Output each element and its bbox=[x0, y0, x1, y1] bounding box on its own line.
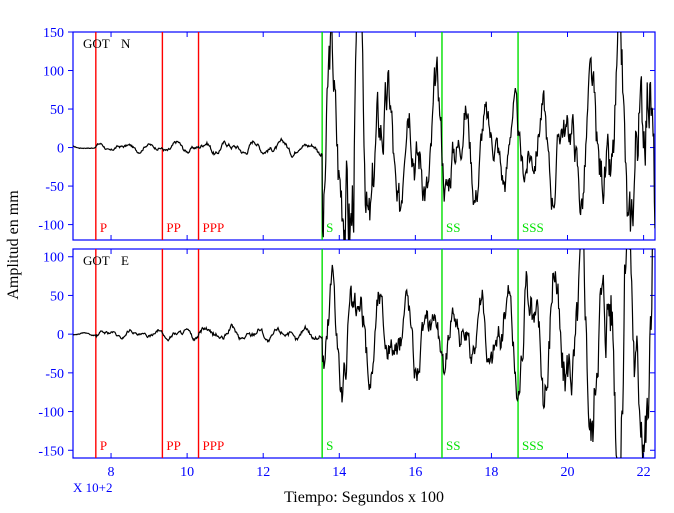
x-tick-label: 14 bbox=[332, 465, 346, 480]
figure-svg: -100-50050100150PPPPPPSSSSSSGOTN-150-100… bbox=[0, 0, 674, 508]
phase-label: PP bbox=[166, 220, 180, 235]
x-tick-label: 20 bbox=[561, 465, 575, 480]
y-tick-label: 150 bbox=[43, 26, 64, 41]
y-tick-label: -100 bbox=[38, 406, 64, 421]
x-scale-note: X 10+2 bbox=[73, 480, 112, 495]
x-tick-label: 18 bbox=[484, 465, 498, 480]
plot-frame bbox=[73, 249, 655, 458]
seismogram-figure: -100-50050100150PPPPPPSSSSSSGOTN-150-100… bbox=[0, 0, 674, 508]
y-tick-label: -100 bbox=[38, 219, 64, 234]
y-tick-label: -50 bbox=[45, 180, 64, 195]
y-tick-label: 100 bbox=[43, 65, 64, 80]
phase-label: PPP bbox=[203, 220, 225, 235]
y-tick-label: 100 bbox=[43, 251, 64, 266]
phase-label: S bbox=[326, 438, 333, 453]
x-tick-label: 22 bbox=[637, 465, 651, 480]
phase-label: SSS bbox=[522, 438, 544, 453]
x-tick-label: 8 bbox=[108, 465, 115, 480]
y-tick-label: 0 bbox=[57, 142, 64, 157]
phase-label: P bbox=[100, 438, 107, 453]
phase-label: PPP bbox=[203, 438, 225, 453]
y-tick-label: 50 bbox=[50, 103, 64, 118]
phase-label: SS bbox=[446, 438, 460, 453]
y-axis-label: Amplitud en mm bbox=[5, 190, 22, 300]
component-label: E bbox=[121, 253, 129, 268]
phase-label: PP bbox=[166, 438, 180, 453]
station-label: GOT bbox=[83, 36, 110, 51]
phase-label: P bbox=[100, 220, 107, 235]
y-tick-label: 50 bbox=[50, 289, 64, 304]
y-tick-label: 0 bbox=[57, 328, 64, 343]
x-tick-label: 10 bbox=[180, 465, 194, 480]
station-label: GOT bbox=[83, 253, 110, 268]
phase-label: SSS bbox=[522, 220, 544, 235]
component-label: N bbox=[121, 36, 131, 51]
phase-label: S bbox=[326, 220, 333, 235]
x-tick-label: 12 bbox=[256, 465, 270, 480]
y-tick-label: -150 bbox=[38, 444, 64, 459]
x-tick-label: 16 bbox=[408, 465, 422, 480]
phase-label: SS bbox=[446, 220, 460, 235]
y-tick-label: -50 bbox=[45, 367, 64, 382]
x-axis-label: Tiempo: Segundos x 100 bbox=[284, 489, 444, 506]
